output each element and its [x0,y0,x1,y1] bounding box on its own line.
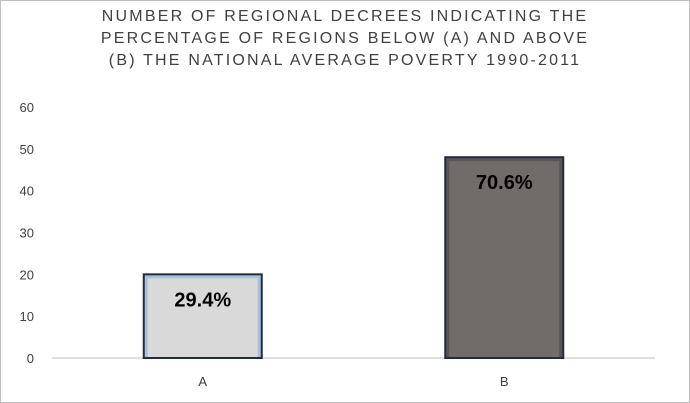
y-tick-label: 20 [20,267,34,282]
data-label: 70.6% [476,172,533,194]
chart-title: NUMBER OF REGIONAL DECREES INDICATING TH… [0,6,690,72]
bar [449,161,560,358]
chart-title-line-3: (B) THE NATIONAL AVERAGE POVERTY 1990-20… [108,52,582,69]
bar-outline [444,156,565,359]
y-tick-label: 30 [20,226,34,241]
y-tick-label: 40 [20,184,34,199]
bar-outline [142,273,263,360]
x-tick-label: A [198,374,207,389]
chart-title-line-2: PERCENTAGE OF REGIONS BELOW (A) AND ABOV… [100,30,590,47]
y-tick-label: 60 [20,100,34,115]
y-tick-label: 50 [20,142,34,157]
data-label: 29.4% [174,289,231,311]
y-tick-label: 10 [20,309,34,324]
x-tick-label: B [500,374,509,389]
chart-title-line-1: NUMBER OF REGIONAL DECREES INDICATING TH… [101,8,589,25]
y-tick-label: 0 [27,351,34,366]
bar [147,278,258,358]
